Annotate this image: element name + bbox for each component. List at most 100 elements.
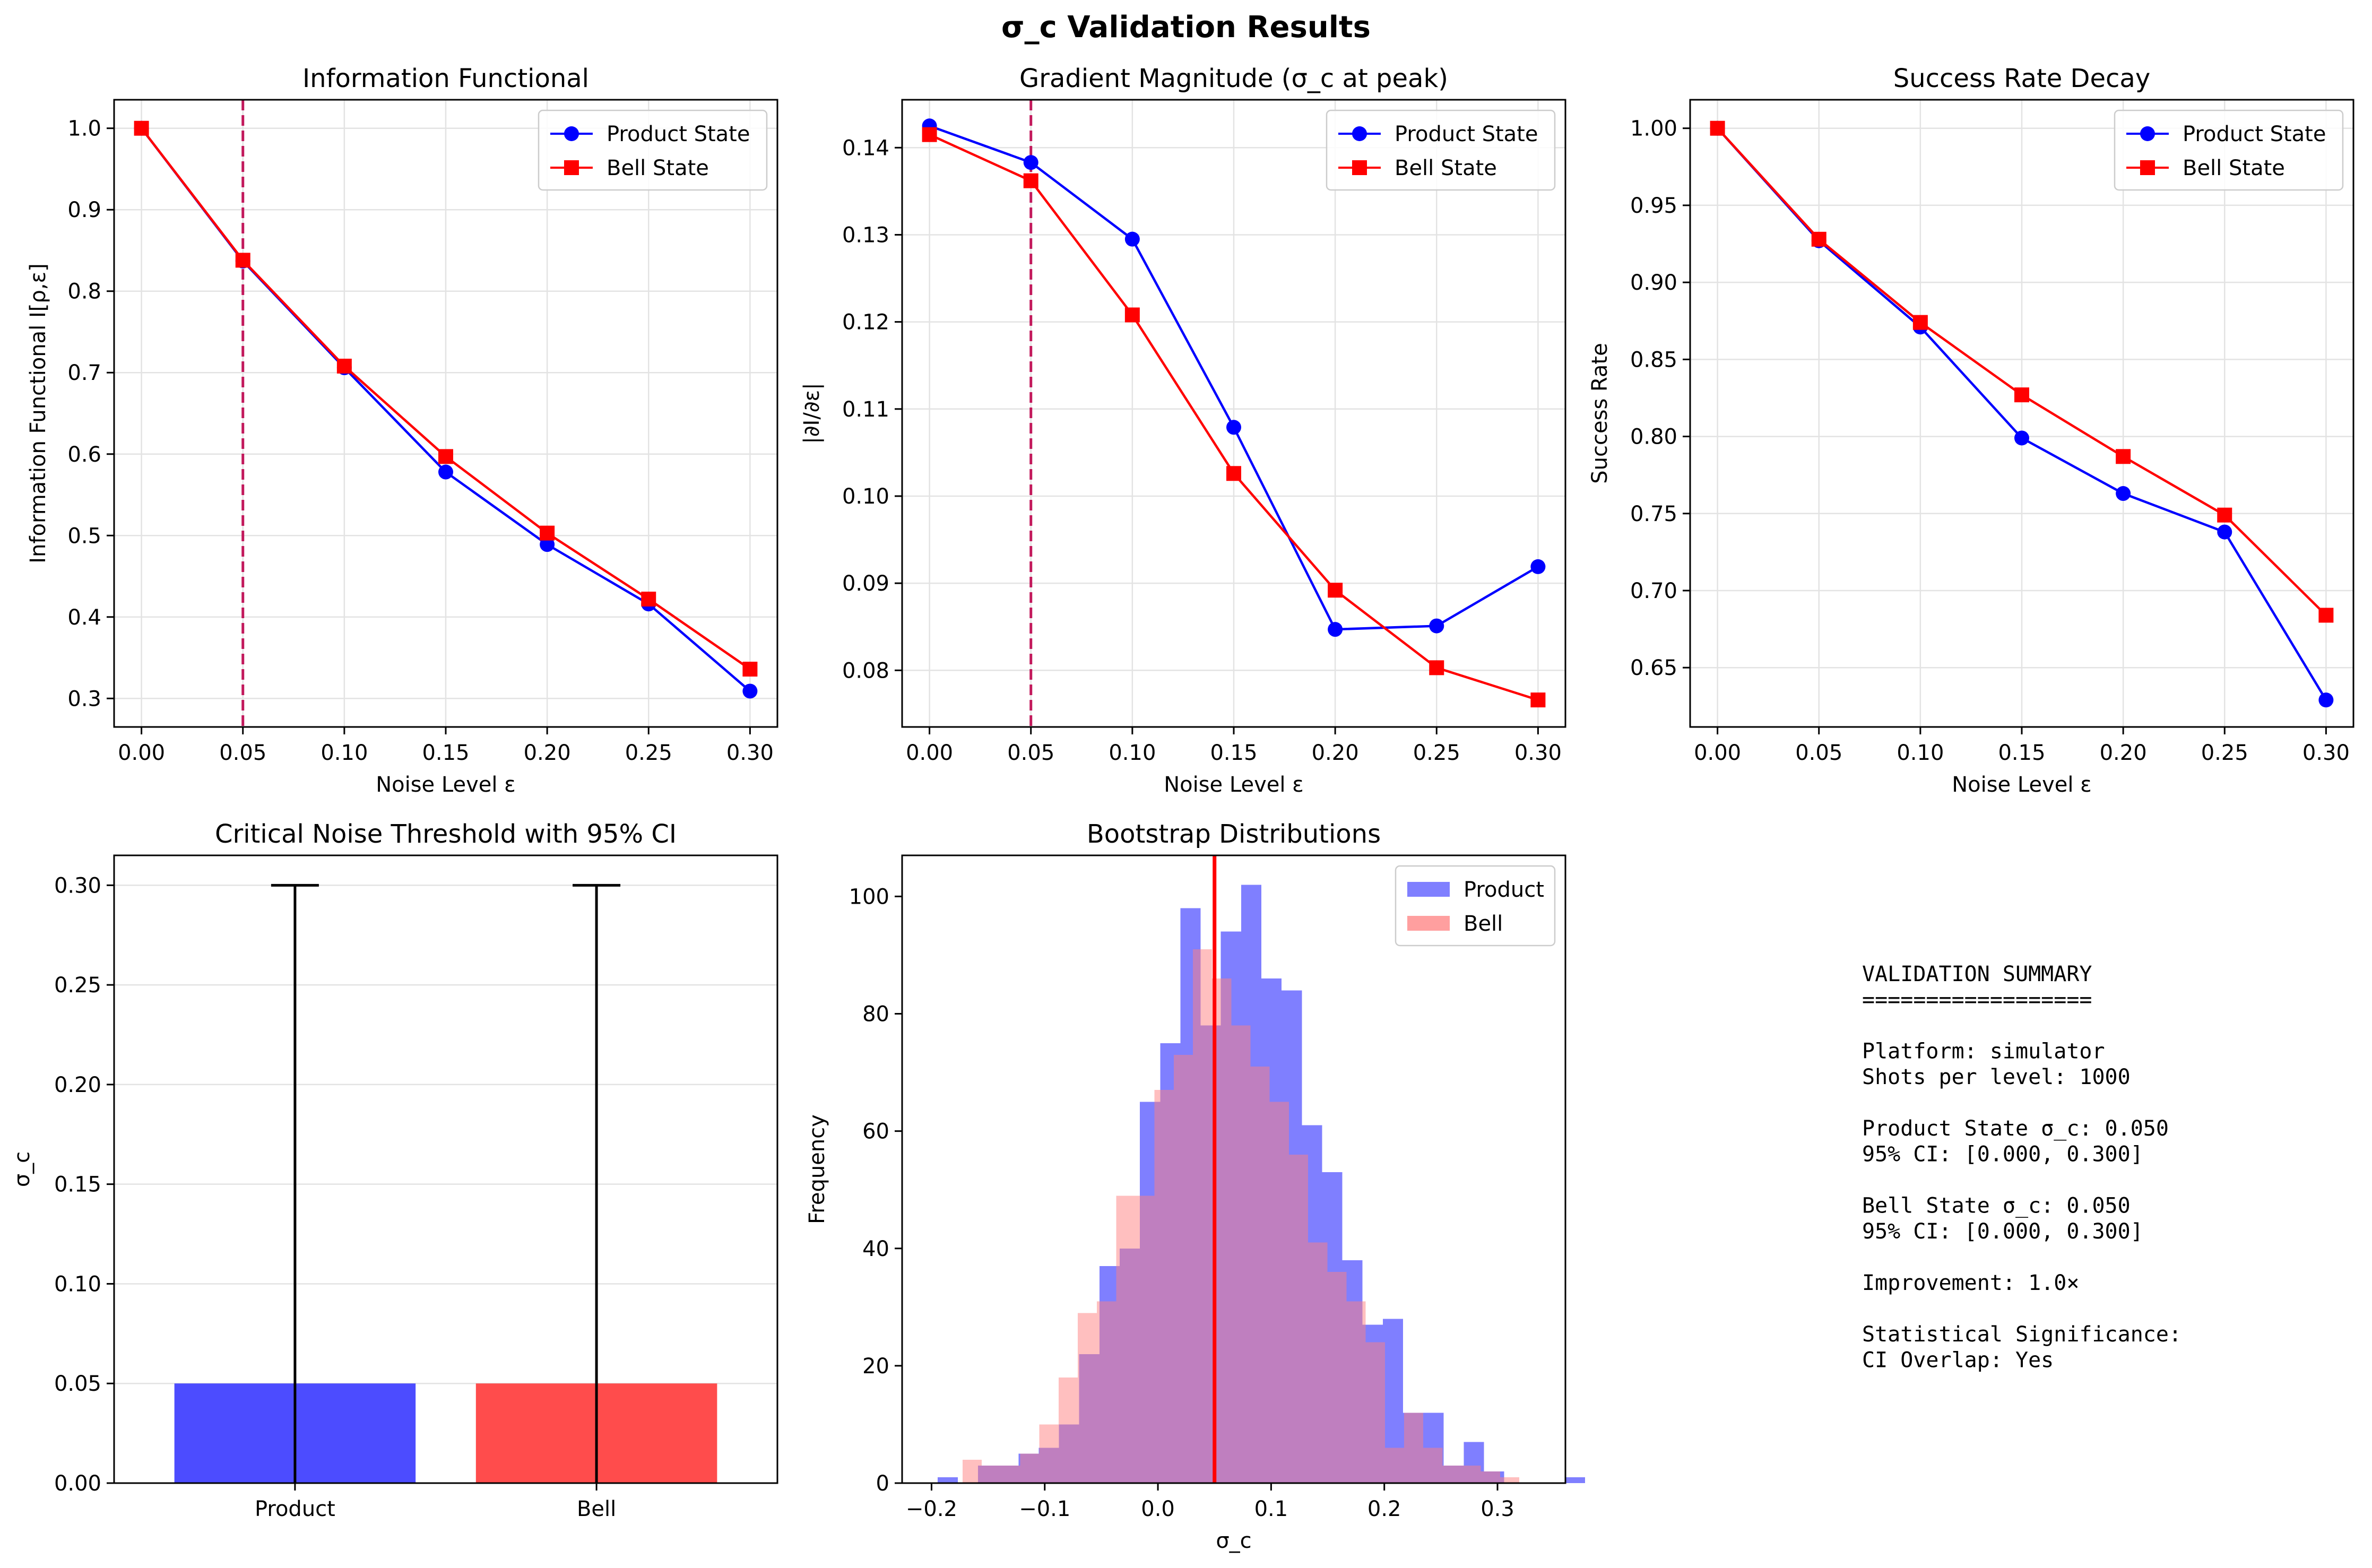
summary-line: Shots per level: 1000 — [1862, 1065, 2131, 1089]
data-point-product-state — [1023, 155, 1038, 170]
y-tick-label: 0.90 — [1630, 271, 1677, 295]
y-tick-label: 0.13 — [842, 223, 889, 247]
summary-line: Bell State σ_c: 0.050 — [1862, 1194, 2131, 1218]
summary-line: VALIDATION SUMMARY — [1862, 962, 2092, 986]
histogram-bin-bell — [1058, 1377, 1078, 1483]
data-point-product-state — [2318, 692, 2334, 708]
histogram-bin-bell — [1097, 1301, 1116, 1483]
data-point-product-state — [2014, 430, 2029, 446]
success-rate-chart: 0.00 0.05 0.10 0.15 0.20 0.25 0.30 0.65 0.70 0.75… — [1588, 64, 2354, 797]
axes-frame — [113, 854, 778, 1484]
x-tick-label: 0.10 — [321, 741, 368, 765]
histogram-bin-bell — [1020, 1453, 1040, 1483]
histogram-bin-bell — [1500, 1477, 1520, 1483]
x-tick-label: 0.00 — [1694, 741, 1741, 765]
x-tick-label: 0.15 — [1998, 741, 2045, 765]
data-point-bell-state — [641, 591, 656, 607]
legend-label: Bell — [1464, 912, 1503, 936]
y-tick-label: 0.30 — [54, 873, 101, 898]
y-tick-label: 0.20 — [54, 1073, 101, 1097]
summary-line — [1862, 1091, 1875, 1115]
data-point-bell-state — [134, 120, 149, 136]
x-tick-label: 0.20 — [2100, 741, 2147, 765]
x-axis-label: σ_c — [1216, 1529, 1251, 1553]
summary-line: Product State σ_c: 0.050 — [1862, 1116, 2169, 1141]
legend-label: Product — [1464, 878, 1544, 902]
y-tick-label: 0.70 — [1630, 579, 1677, 603]
x-tick-label: 0.0 — [1141, 1497, 1175, 1521]
summary-line — [1862, 1013, 1875, 1038]
legend-box — [538, 109, 768, 191]
x-tick-label: 0.25 — [625, 741, 672, 765]
chart-title: Bootstrap Distributions — [1087, 819, 1381, 849]
histogram-bin-bell — [1001, 1465, 1020, 1483]
summary-line — [1862, 1245, 1875, 1270]
y-tick-label: 0.11 — [842, 397, 889, 422]
x-tick-label: 0.05 — [219, 741, 266, 765]
validation-summary-text: VALIDATION SUMMARY ================== Pla… — [1862, 962, 2181, 1373]
x-tick-label: 0.20 — [1312, 741, 1359, 765]
histogram-bin-bell — [962, 1459, 982, 1483]
y-tick-label: 0.65 — [1630, 656, 1677, 680]
y-axis-label: Frequency — [805, 1114, 829, 1224]
y-axis-label: Information Functional I[ρ,ε] — [26, 263, 50, 563]
data-point-bell-state — [1023, 173, 1038, 188]
x-tick-label: 0.15 — [1210, 741, 1257, 765]
x-tick-label: 0.15 — [422, 741, 469, 765]
legend-marker — [2140, 126, 2155, 141]
y-tick-label: 1.0 — [67, 117, 101, 141]
data-point-bell-state — [922, 127, 937, 142]
summary-line: Statistical Significance: — [1862, 1322, 2181, 1347]
data-point-bell-state — [1226, 466, 1241, 481]
x-tick-label: 0.30 — [2302, 741, 2350, 765]
x-tick-label: −0.2 — [906, 1497, 957, 1521]
histogram-bin-bell — [1365, 1342, 1385, 1483]
summary-line: Platform: simulator — [1862, 1039, 2105, 1064]
summary-line — [1862, 1168, 1875, 1192]
chart-title: Information Functional — [302, 64, 589, 93]
data-point-product-state — [1429, 618, 1444, 634]
histogram-bin-bell — [1193, 949, 1213, 1483]
data-point-product-state — [2217, 524, 2232, 540]
y-tick-label: 100 — [849, 885, 889, 909]
data-point-bell-state — [742, 662, 758, 677]
summary-line: CI Overlap: Yes — [1862, 1348, 2054, 1373]
x-tick-label: 0.30 — [726, 741, 774, 765]
data-point-product-state — [742, 683, 758, 699]
y-tick-label: 0.15 — [54, 1173, 101, 1197]
histogram-bin-bell — [1250, 1067, 1270, 1483]
data-point-bell-state — [2318, 608, 2334, 623]
data-point-product-state — [438, 464, 453, 480]
legend-label: Product State — [2183, 122, 2326, 146]
y-tick-label: 0.4 — [67, 605, 101, 630]
legend-swatch — [1407, 882, 1450, 897]
histogram-bin-bell — [1346, 1301, 1366, 1483]
y-tick-label: 60 — [862, 1120, 889, 1144]
data-point-bell-state — [1710, 120, 1725, 136]
legend-marker — [564, 126, 579, 141]
histogram-bin-bell — [1116, 1196, 1136, 1483]
histogram-bin-bell — [1327, 1271, 1347, 1483]
histogram-bin-bell — [1384, 1448, 1404, 1483]
summary-line: 95% CI: [0.000, 0.300] — [1862, 1219, 2143, 1244]
y-tick-label: 0.7 — [67, 361, 101, 385]
data-point-bell-state — [336, 358, 352, 374]
histogram-bin-bell — [1039, 1424, 1059, 1483]
histogram-bin-product — [1565, 1477, 1586, 1483]
x-tick-label: 0.30 — [1514, 741, 1562, 765]
y-tick-label: 40 — [862, 1237, 889, 1261]
y-tick-label: 0.75 — [1630, 502, 1677, 526]
y-tick-label: 0.00 — [54, 1471, 101, 1496]
gradient-magnitude-chart: 0.00 0.05 0.10 0.15 0.20 0.25 0.30 0.08 0.09 0.10… — [800, 64, 1566, 797]
chart-title: Success Rate Decay — [1893, 64, 2151, 93]
x-tick-label: 0.25 — [2201, 741, 2248, 765]
chart-title: Gradient Magnitude (σ_c at peak) — [1019, 64, 1448, 93]
x-tick-label: 0.05 — [1795, 741, 1842, 765]
y-tick-label: 0.12 — [842, 310, 889, 335]
y-tick-label: 0.25 — [54, 973, 101, 998]
chart-title: Critical Noise Threshold with 95% CI — [215, 819, 677, 849]
x-tick-label: 0.1 — [1254, 1497, 1288, 1521]
x-tick-label: 0.3 — [1481, 1497, 1514, 1521]
x-axis-label: Noise Level ε — [1952, 773, 2092, 797]
